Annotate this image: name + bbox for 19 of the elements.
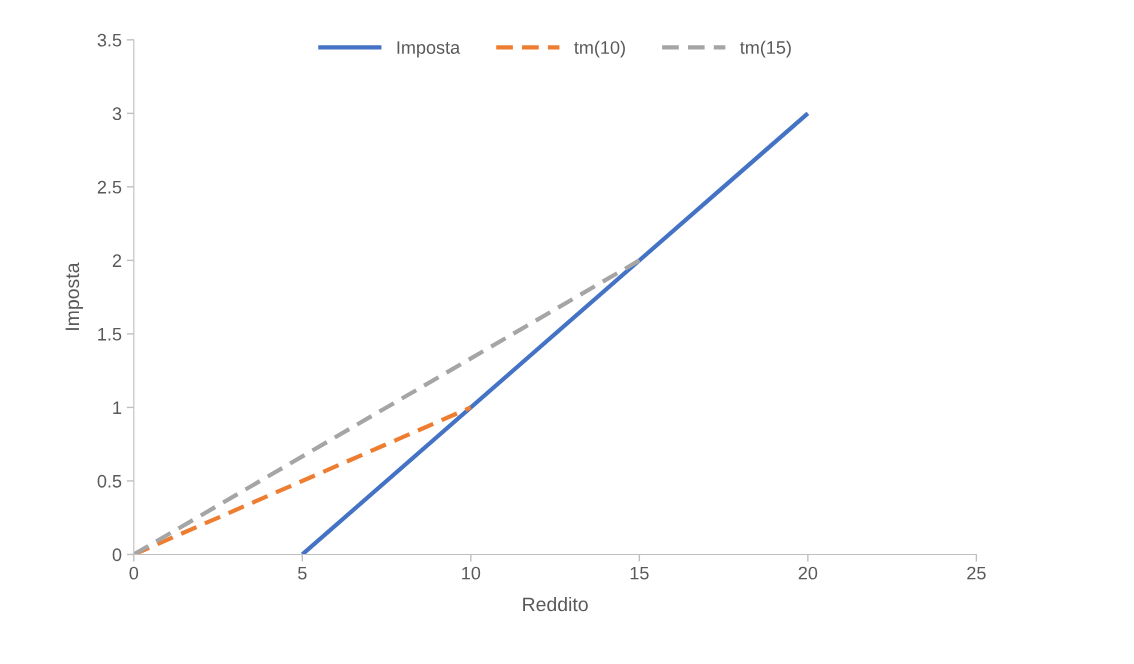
y-tick-label: 2.5 (97, 180, 122, 194)
y-tick-label: 0.5 (97, 474, 122, 488)
x-tick-label: 15 (630, 566, 649, 580)
x-tick-label: 0 (129, 566, 139, 580)
y-tick-label: 3 (112, 107, 122, 121)
y-axis-title: Imposta (65, 262, 84, 330)
y-tick-label: 0 (112, 548, 122, 562)
legend-label: Imposta (397, 41, 461, 58)
x-tick-label: 20 (798, 566, 818, 580)
y-tick-label: 1.5 (98, 328, 122, 341)
x-tick-label: 10 (462, 566, 481, 580)
legend-label: tm(15) (740, 40, 791, 58)
x-axis-title: Reddito (523, 596, 588, 612)
y-tick-label: 2 (112, 254, 122, 267)
legend-label: tm(10) (574, 40, 625, 58)
x-tick-label: 5 (298, 566, 307, 580)
y-tick-label: 1 (113, 401, 122, 414)
y-tick-label: 3.5 (97, 33, 122, 47)
x-tick-label: 25 (967, 566, 986, 580)
